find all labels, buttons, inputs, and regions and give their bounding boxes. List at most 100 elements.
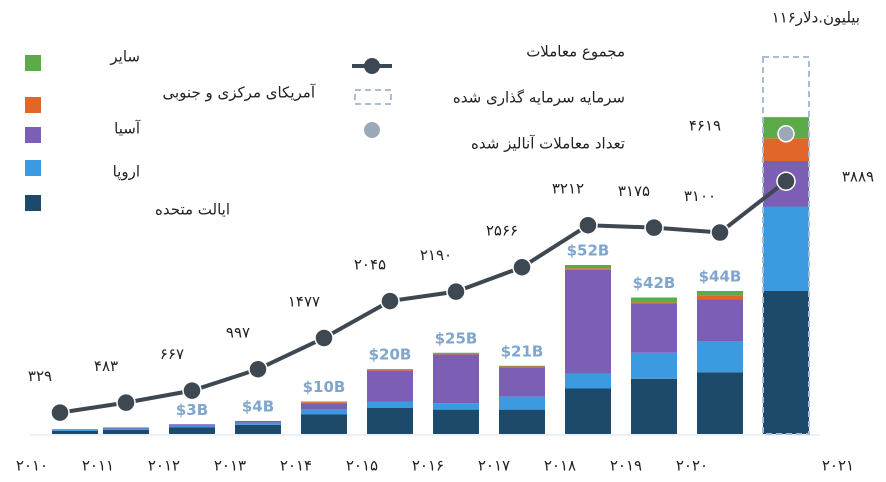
- bar-segment: [763, 291, 809, 434]
- committed-box: [762, 56, 810, 435]
- bar-segment: [169, 425, 215, 428]
- x-tick-label: ۲۰۱۵: [346, 457, 378, 475]
- deals-label: ۲۱۹۰: [420, 246, 452, 264]
- bar-segment: [301, 402, 347, 404]
- x-tick-label: ۲۰۱۹: [610, 457, 642, 475]
- deals-label: ۳۲۹: [28, 367, 52, 385]
- bar-segment: [697, 291, 743, 296]
- bar-total-label: $4B: [242, 398, 274, 416]
- bar-segment: [235, 422, 281, 425]
- legend-box: [354, 89, 392, 105]
- deals-dot: [380, 291, 400, 311]
- bar-segment: [697, 372, 743, 434]
- bar-segment: [499, 367, 545, 397]
- legend-dot: [364, 122, 380, 138]
- x-tick-label: ۲۰۱۳: [214, 457, 246, 475]
- bar-total-label: $42B: [633, 274, 676, 292]
- bar-segment: [301, 409, 347, 415]
- deals-dot: [644, 217, 664, 238]
- bar-segment: [499, 396, 545, 410]
- legend-label: سایر: [109, 48, 140, 66]
- bar-segment: [235, 421, 281, 423]
- bar-segment: [565, 265, 611, 269]
- deals-dot: [710, 222, 730, 243]
- deals-dot: [314, 328, 334, 348]
- deals-dot: [578, 215, 598, 235]
- deals-dot: [50, 402, 70, 423]
- legend-label: آمریکای مرکزی و جنوبی: [163, 84, 316, 102]
- bar-total-label: $10B: [303, 378, 346, 396]
- bar-segment: [433, 354, 479, 404]
- bar-segment: [631, 297, 677, 303]
- deals-label: ۹۹۷: [226, 324, 250, 342]
- bar-segment: [367, 369, 413, 370]
- deals-dot: [776, 171, 796, 191]
- bar-segment: [565, 388, 611, 434]
- deals-label: ۶۶۷: [160, 345, 184, 363]
- bar-segment: [235, 424, 281, 434]
- bar-total-label: $20B: [369, 346, 412, 364]
- bar-segment: [103, 428, 149, 430]
- bar-total-label: $3B: [176, 401, 208, 419]
- deals-label: ۴۸۳: [94, 357, 118, 375]
- bar-segment: [301, 403, 347, 410]
- bar-segment: [103, 427, 149, 429]
- legend-label: ایالت متحده: [155, 201, 230, 219]
- legend-swatch: [25, 55, 41, 71]
- bar-segment: [697, 299, 743, 342]
- bar-total-label: $52B: [567, 242, 610, 260]
- bar-segment: [433, 352, 479, 354]
- bar-total-label: $21B: [501, 342, 544, 360]
- bar-segment: [367, 370, 413, 402]
- bar-segment: [565, 269, 611, 374]
- committed-label: ۱۱۶بیلیون.دلار: [772, 9, 860, 27]
- bar-segment: [631, 304, 677, 353]
- deals-dot: [512, 257, 532, 277]
- x-tick-label: ۲۰۲۰: [676, 457, 708, 475]
- deals-dot: [116, 392, 136, 413]
- deals-dot: [248, 359, 268, 379]
- bar-segment: [52, 430, 98, 434]
- bar-segment: [499, 409, 545, 434]
- legend-label: مجموع معاملات: [526, 43, 625, 61]
- x-tick-label: ۲۰۱۶: [412, 457, 444, 475]
- bar-total-label: $25B: [435, 329, 478, 347]
- x-tick-label: ۲۰۱۴: [280, 457, 312, 475]
- bar-segment: [52, 429, 98, 431]
- x-tick-label: ۲۰۱۲: [148, 457, 180, 475]
- bar-segment: [697, 295, 743, 300]
- bar-segment: [103, 429, 149, 434]
- bar-segment: [499, 366, 545, 368]
- legend-label: تعداد معاملات آنالیز شده: [471, 135, 625, 153]
- x-tick-label: ۲۰۱۷: [478, 457, 510, 475]
- bar-segment: [763, 138, 809, 161]
- legend-label: آسیا: [114, 120, 141, 138]
- deals-label: ۲۰۴۵: [354, 256, 386, 274]
- bar-segment: [367, 401, 413, 408]
- deals-label: ۳۸۸۹: [842, 168, 874, 186]
- analyzed-label: ۴۶۱۹: [689, 116, 721, 134]
- bar-segment: [367, 408, 413, 434]
- bar-segment: [631, 302, 677, 304]
- deals-label: ۱۴۷۷: [288, 292, 320, 310]
- bar-segment: [301, 401, 347, 403]
- deals-dot: [446, 281, 466, 302]
- bar-segment: [631, 378, 677, 434]
- deals-label: ۳۱۷۵: [618, 182, 650, 200]
- bar-segment: [301, 414, 347, 434]
- legend-label: اروپا: [113, 163, 140, 182]
- deals-label: ۳۲۱۲: [552, 180, 584, 198]
- bar-segment: [433, 409, 479, 434]
- bar-segment: [433, 403, 479, 410]
- analyzed-dot: [777, 125, 795, 143]
- bar-segment: [52, 429, 98, 430]
- deals-label: ۲۵۶۶: [486, 222, 518, 240]
- bar-segment: [499, 365, 545, 367]
- bar-segment: [433, 353, 479, 355]
- bar-segment: [697, 341, 743, 373]
- x-tick-label: ۲۰۲۱: [822, 457, 854, 475]
- bar-segment: [763, 206, 809, 291]
- deals-line: [59, 179, 788, 415]
- bar-segment: [169, 427, 215, 434]
- x-tick-label: ۲۰۱۸: [544, 457, 576, 475]
